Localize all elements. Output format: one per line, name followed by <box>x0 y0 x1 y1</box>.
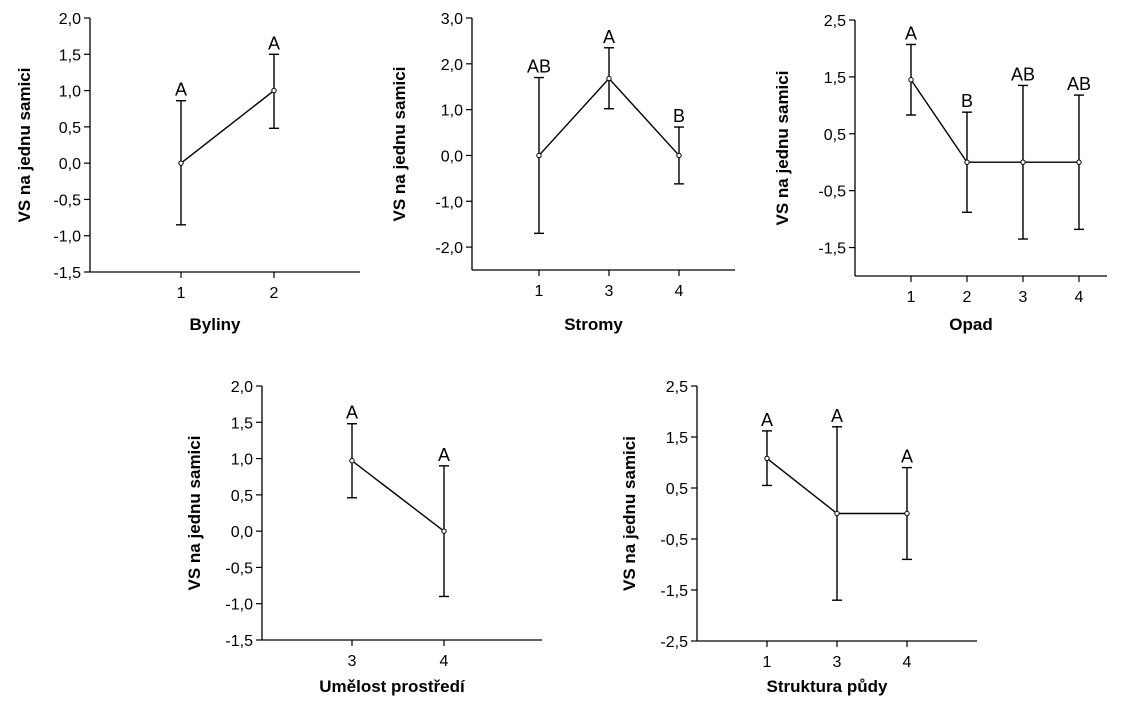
series-line <box>911 80 1079 162</box>
y-tick-label: 0,0 <box>59 156 81 173</box>
y-tick-label: 0,5 <box>666 481 688 498</box>
y-tick-label: -1,5 <box>818 241 846 258</box>
data-point <box>905 511 909 515</box>
data-point <box>350 459 354 463</box>
group-label: A <box>761 410 773 430</box>
panel-opad: -1,5 -0,5 0,5 1,5 2,5 1 2 3 4 Opad VS na jednu sam… <box>773 13 1107 334</box>
y-tick-label: -1,5 <box>660 583 688 600</box>
y-axis-title: VS na jednu samici <box>620 436 639 591</box>
data-point <box>1021 160 1025 164</box>
group-label: A <box>831 406 843 426</box>
y-tick-label: 2,0 <box>441 57 463 74</box>
group-label: AB <box>1011 64 1035 84</box>
y-tick-label: 1,5 <box>59 47 81 64</box>
x-tick-label: 4 <box>675 283 684 300</box>
group-label: AB <box>1067 74 1091 94</box>
y-tick-label: 1,0 <box>441 103 463 120</box>
group-label: A <box>268 33 280 53</box>
x-axis-title: Umělost prostředí <box>319 677 466 696</box>
y-tick-label: 0,5 <box>824 127 846 144</box>
x-tick-label: 1 <box>177 285 186 302</box>
data-point <box>677 153 681 157</box>
y-tick-label: -0,5 <box>53 192 81 209</box>
data-point <box>179 161 183 165</box>
y-tick-label: 0,5 <box>59 120 81 137</box>
series-line <box>181 91 274 164</box>
y-tick-label: 1,0 <box>231 452 253 469</box>
panel-byliny: -1,5 -1,0 -0,5 0,0 0,5 1,0 1,5 2,0 1 2 Byliny VS na… <box>15 11 360 334</box>
y-axis-title: VS na jednu samici <box>390 67 409 222</box>
x-tick-label: 4 <box>903 654 912 671</box>
x-axis-title: Stromy <box>564 315 623 334</box>
y-tick-label: 1,5 <box>231 415 253 432</box>
y-tick-label: 0,0 <box>231 524 253 541</box>
x-axis-title: Byliny <box>189 315 241 334</box>
panel-umelost-prostredi: -1,5 -1,0 -0,5 0,0 0,5 1,0 1,5 2,0 3 4 Umělost pro… <box>185 379 542 696</box>
data-point <box>965 160 969 164</box>
panel-stromy: -2,0 -1,0 0,0 1,0 2,0 3,0 1 3 4 Stromy VS na jednu… <box>390 11 735 334</box>
y-axis-title: VS na jednu samici <box>15 68 34 223</box>
data-point <box>537 153 541 157</box>
y-tick-label: 1,5 <box>666 430 688 447</box>
y-tick-label: -1,5 <box>225 633 253 650</box>
y-tick-label: -0,5 <box>818 184 846 201</box>
data-point <box>607 76 611 80</box>
data-point <box>765 456 769 460</box>
y-tick-label: -1,0 <box>53 229 81 246</box>
x-tick-label: 3 <box>833 654 842 671</box>
y-tick-label: 0,0 <box>441 148 463 165</box>
y-tick-label: -0,5 <box>225 560 253 577</box>
series-line <box>352 461 444 531</box>
x-tick-label: 2 <box>963 289 972 306</box>
y-tick-label: -2,0 <box>435 240 463 257</box>
data-point <box>1077 160 1081 164</box>
y-tick-label: 0,5 <box>231 488 253 505</box>
y-tick-label: 2,0 <box>59 11 81 28</box>
group-label: A <box>438 445 450 465</box>
y-tick-label: -0,5 <box>660 532 688 549</box>
x-tick-label: 3 <box>1019 289 1028 306</box>
data-point <box>909 78 913 82</box>
group-label: A <box>901 447 913 467</box>
group-label: A <box>346 403 358 423</box>
group-label: AB <box>527 57 551 77</box>
y-tick-label: -1,0 <box>225 597 253 614</box>
x-tick-label: 2 <box>270 285 279 302</box>
x-tick-label: 4 <box>1075 289 1084 306</box>
data-point <box>442 529 446 533</box>
y-axis-title: VS na jednu samici <box>773 71 792 226</box>
data-point <box>272 88 276 92</box>
group-label: B <box>961 91 973 111</box>
group-label: A <box>603 27 615 47</box>
x-tick-label: 4 <box>440 653 449 670</box>
y-tick-label: -1,0 <box>435 194 463 211</box>
y-tick-label: 3,0 <box>441 11 463 28</box>
y-tick-label: -2,5 <box>660 634 688 651</box>
y-tick-label: -1,5 <box>53 265 81 282</box>
x-tick-label: 1 <box>907 289 916 306</box>
x-tick-label: 1 <box>763 654 772 671</box>
group-label: B <box>673 106 685 126</box>
x-tick-label: 3 <box>605 283 614 300</box>
y-tick-label: 2,5 <box>824 13 846 30</box>
x-axis-title: Struktura půdy <box>767 677 888 696</box>
x-axis-title: Opad <box>949 315 992 334</box>
y-tick-label: 2,5 <box>666 379 688 396</box>
data-point <box>835 511 839 515</box>
y-axis-title: VS na jednu samici <box>185 436 204 591</box>
x-tick-label: 3 <box>348 653 357 670</box>
group-label: A <box>175 80 187 100</box>
y-tick-label: 1,5 <box>824 70 846 87</box>
y-tick-label: 1,0 <box>59 84 81 101</box>
panel-struktura-pudy: -2,5 -1,5 -0,5 0,5 1,5 2,5 1 3 4 Struktura půdy VS… <box>620 379 977 696</box>
group-label: A <box>905 23 917 43</box>
y-tick-label: 2,0 <box>231 379 253 396</box>
x-tick-label: 1 <box>535 283 544 300</box>
